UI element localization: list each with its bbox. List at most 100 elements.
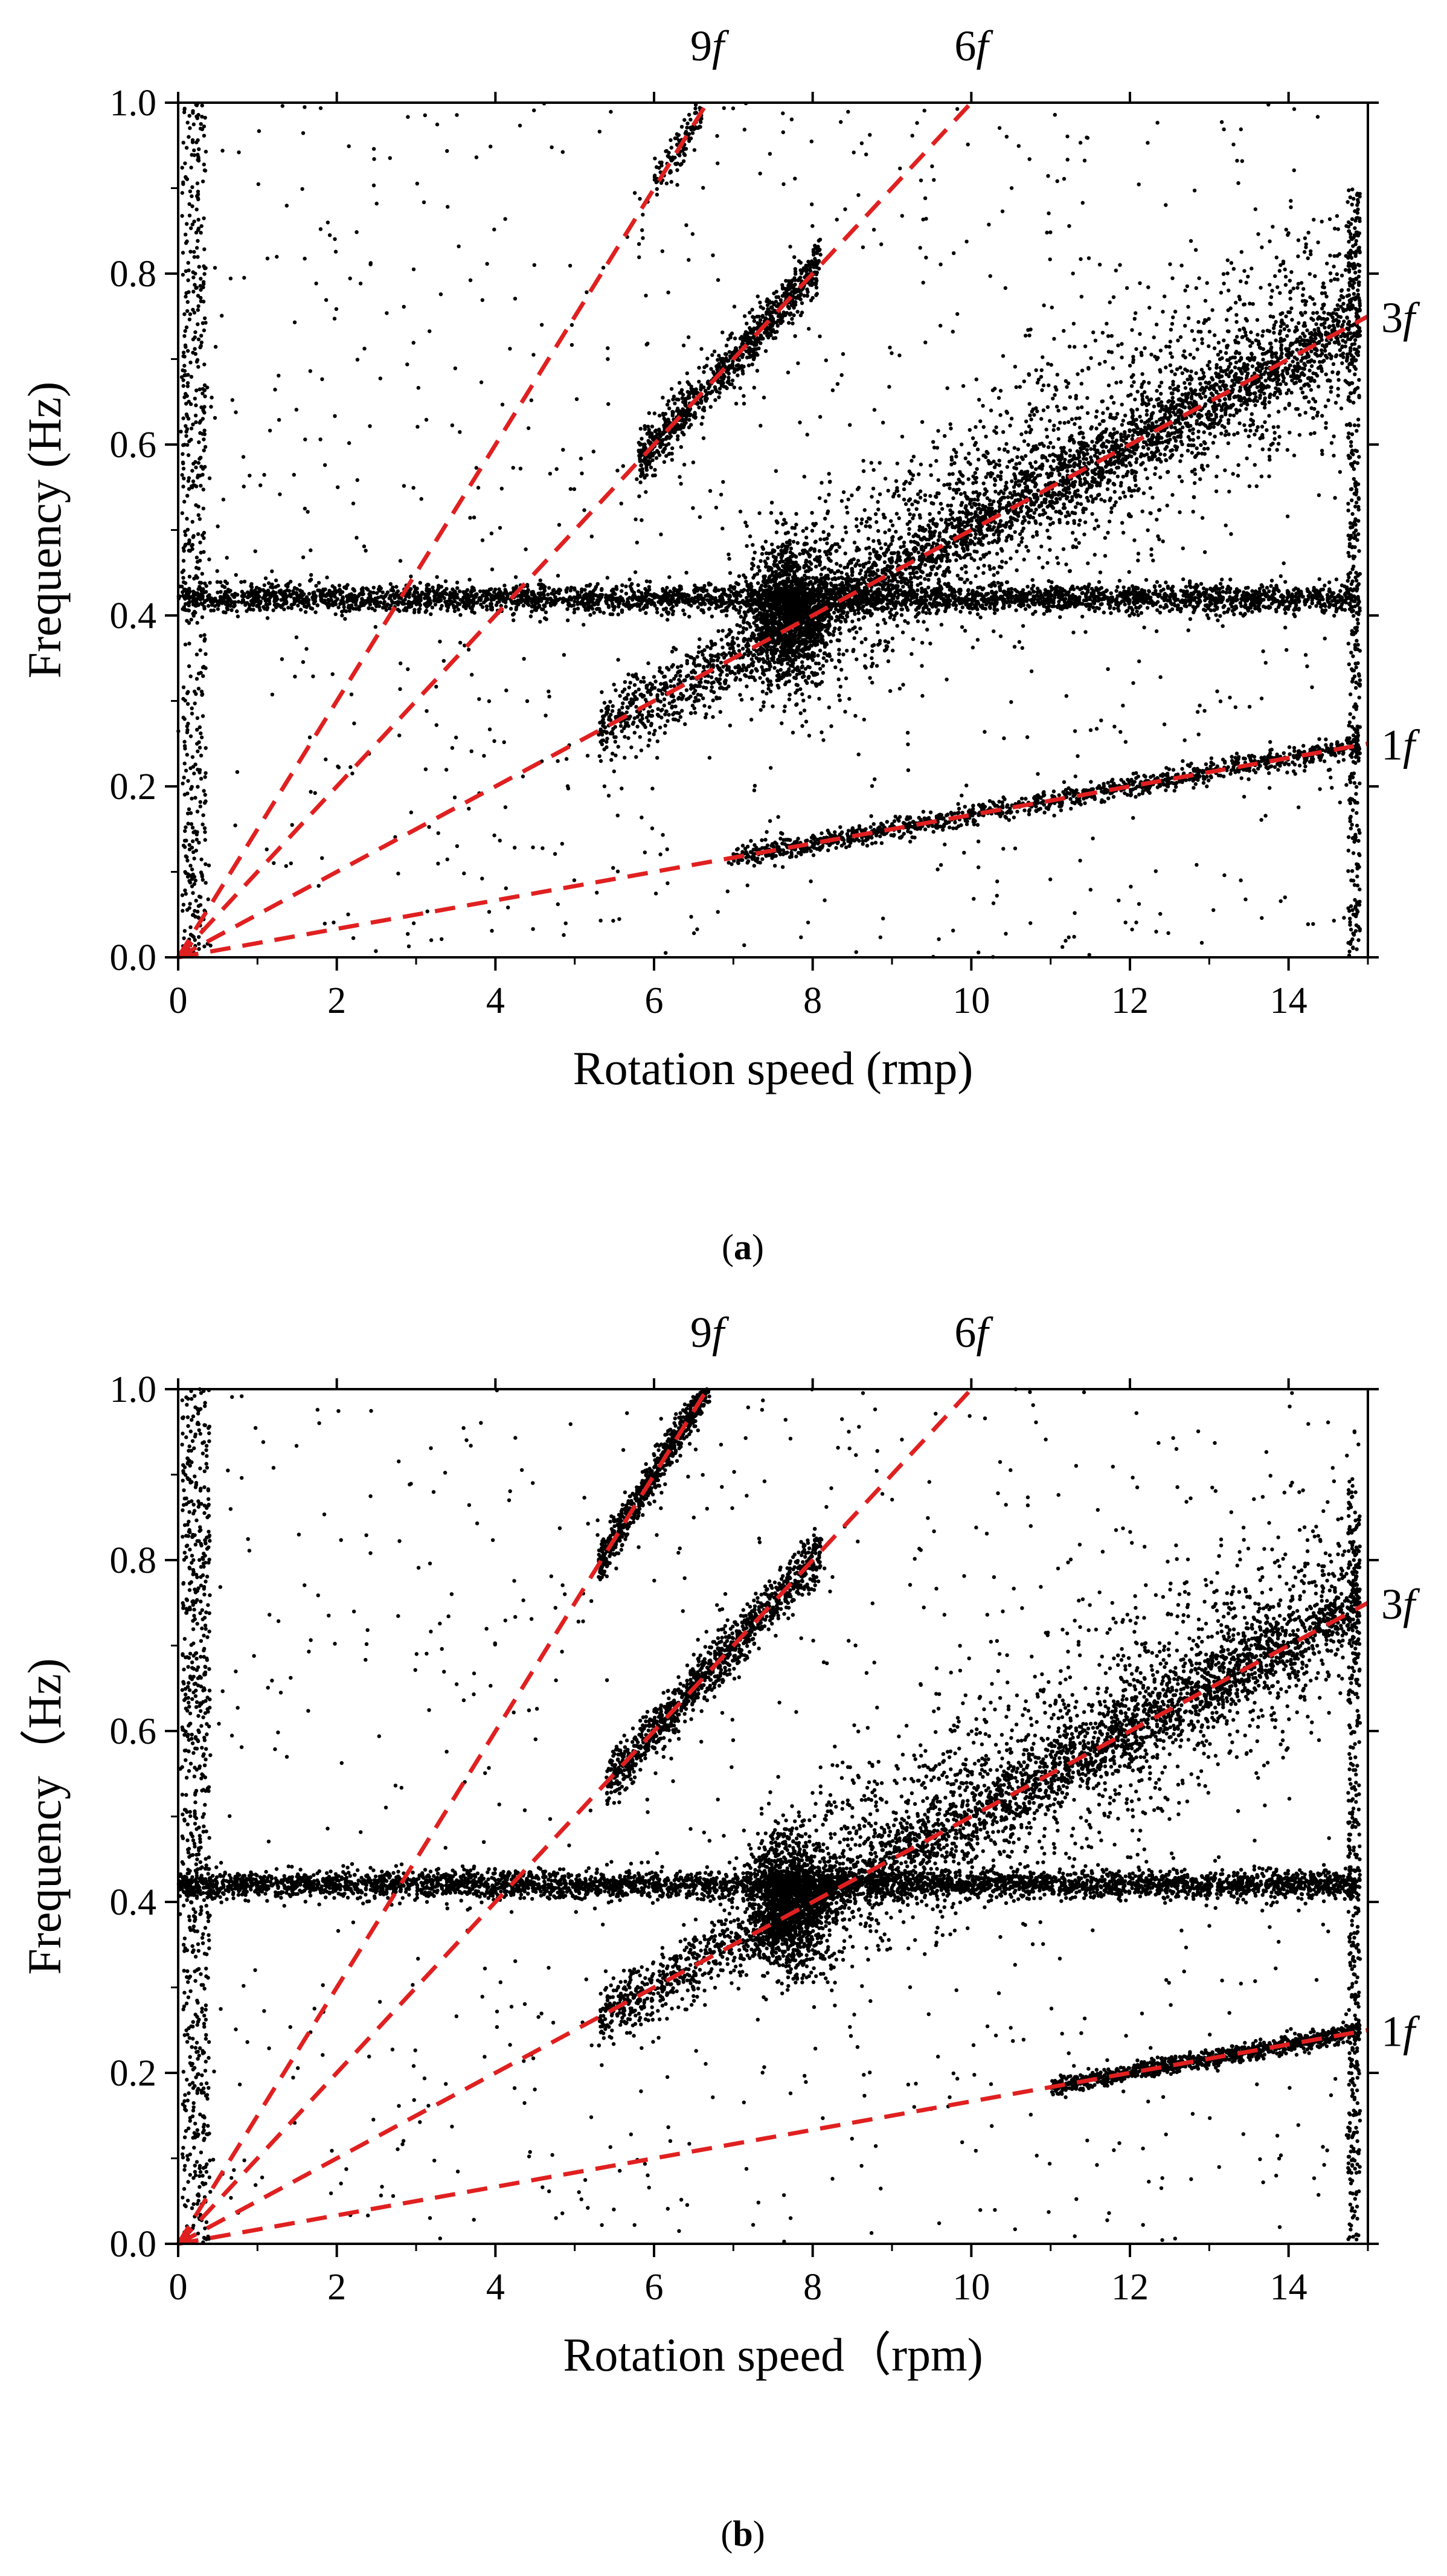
data-point-constant-0.42Hz-band	[440, 603, 444, 608]
data-point-constant-0.42Hz-band	[1030, 586, 1034, 591]
data-point-constant-0.42Hz-band	[218, 595, 223, 599]
data-point-constant-0.42Hz-band	[184, 592, 188, 597]
data-point-constant-0.42Hz-band	[951, 587, 956, 592]
data-point-hub-7.7rpm	[806, 664, 810, 669]
data-point-constant-0.42Hz-band	[530, 593, 534, 597]
data-point-constant-0.42Hz-band	[1028, 598, 1033, 602]
data-point-constant-0.42Hz-band	[528, 614, 533, 618]
data-point-constant-0.42Hz-band	[568, 588, 573, 593]
data-point-hub-7.7rpm	[739, 698, 744, 702]
data-point-constant-0.42Hz-band	[1042, 602, 1047, 606]
data-point-hub-7.7rpm	[754, 618, 759, 623]
data-point-hub-7.7rpm	[791, 539, 796, 544]
data-point-constant-0.42Hz-band	[367, 606, 371, 611]
data-point-constant-0.42Hz-band	[1272, 586, 1276, 591]
data-point-constant-0.42Hz-band	[1191, 605, 1195, 609]
data-point-constant-0.42Hz-band	[1321, 597, 1325, 602]
data-point-constant-0.42Hz-band	[960, 625, 964, 629]
data-point-constant-0.42Hz-band	[389, 588, 393, 593]
data-point-constant-0.42Hz-band	[739, 615, 743, 619]
data-point-constant-0.42Hz-band	[274, 585, 278, 589]
data-point-constant-0.42Hz-band	[242, 594, 246, 599]
data-point-hub-7.7rpm	[800, 664, 805, 669]
data-point-constant-0.42Hz-band	[431, 585, 435, 589]
data-point-hub-7.7rpm	[792, 675, 797, 680]
data-point-constant-0.42Hz-band	[254, 585, 259, 590]
data-point-hub-7.7rpm	[751, 564, 756, 568]
data-point-constant-0.42Hz-band	[1184, 585, 1189, 589]
data-point-constant-0.42Hz-band	[544, 610, 548, 614]
data-point-hub-7.7rpm	[804, 526, 809, 530]
data-point-constant-0.42Hz-band	[196, 592, 200, 596]
data-point-constant-0.42Hz-band	[236, 600, 241, 604]
data-point-hub-7.7rpm	[763, 584, 768, 588]
data-point-hub-7.7rpm	[772, 575, 777, 579]
data-point-constant-0.42Hz-band	[1047, 590, 1051, 595]
data-point-constant-0.42Hz-band	[531, 597, 535, 602]
data-point-constant-0.42Hz-band	[1031, 583, 1036, 588]
data-point-hub-7.7rpm	[779, 622, 783, 627]
data-point-hub-7.7rpm	[800, 660, 804, 664]
data-point-constant-0.42Hz-band	[581, 603, 585, 607]
data-point-hub-7.7rpm	[766, 599, 771, 603]
data-point-hub-7.7rpm	[825, 588, 830, 592]
data-point-constant-0.42Hz-band	[371, 585, 376, 590]
data-point-hub-7.7rpm	[804, 535, 809, 540]
data-point-constant-0.42Hz-band	[1246, 606, 1250, 610]
data-point-constant-0.42Hz-band	[1125, 608, 1130, 613]
data-point-constant-0.42Hz-band	[275, 602, 280, 606]
data-point-constant-0.42Hz-band	[435, 599, 440, 603]
data-point-constant-0.42Hz-band	[696, 597, 701, 602]
data-point-constant-0.42Hz-band	[1102, 610, 1106, 615]
data-point-constant-0.42Hz-band	[1035, 586, 1040, 591]
data-point-hub-7.7rpm	[740, 646, 745, 651]
data-point-constant-0.42Hz-band	[458, 602, 462, 606]
data-point-constant-0.42Hz-band	[190, 595, 194, 599]
data-point-constant-0.42Hz-band	[1001, 606, 1005, 610]
data-point-constant-0.42Hz-band	[455, 580, 460, 585]
data-point-constant-0.42Hz-band	[234, 592, 238, 597]
data-point-constant-0.42Hz-band	[630, 582, 634, 586]
data-point-constant-0.42Hz-band	[644, 611, 648, 615]
data-point-constant-0.42Hz-band	[709, 595, 713, 600]
data-point-constant-0.42Hz-band	[722, 587, 727, 592]
data-point-constant-0.42Hz-band	[315, 603, 319, 608]
data-point-hub-7.7rpm	[745, 599, 749, 603]
data-point-constant-0.42Hz-band	[928, 611, 932, 615]
data-point-constant-0.42Hz-band	[546, 593, 550, 597]
data-point-hub-7.7rpm	[732, 586, 736, 591]
data-point-constant-0.42Hz-band	[1097, 580, 1102, 584]
data-point-constant-0.42Hz-band	[1327, 580, 1332, 585]
data-point-constant-0.42Hz-band	[693, 583, 697, 588]
data-point-hub-7.7rpm	[759, 708, 763, 712]
data-point-constant-0.42Hz-band	[257, 600, 261, 605]
data-point-constant-0.42Hz-band	[1017, 603, 1021, 607]
data-point-constant-0.42Hz-band	[1092, 609, 1097, 613]
data-point-constant-0.42Hz-band	[1020, 594, 1025, 599]
data-point-constant-0.42Hz-band	[1211, 597, 1216, 602]
data-point-constant-0.42Hz-band	[418, 603, 422, 607]
data-point-constant-0.42Hz-band	[1192, 598, 1196, 602]
data-point-hub-7.7rpm	[774, 622, 778, 626]
data-point-constant-0.42Hz-band	[1164, 605, 1169, 609]
data-point-constant-0.42Hz-band	[1087, 607, 1091, 611]
data-point-constant-0.42Hz-band	[362, 602, 366, 607]
data-point-hub-7.7rpm	[735, 636, 740, 641]
data-point-constant-0.42Hz-band	[643, 586, 647, 591]
data-point-constant-0.42Hz-band	[494, 603, 499, 607]
data-point-constant-0.42Hz-band	[443, 579, 448, 583]
data-point-constant-0.42Hz-band	[987, 605, 992, 609]
data-point-constant-0.42Hz-band	[548, 603, 553, 608]
data-point-hub-7.7rpm	[780, 573, 784, 577]
data-point-constant-0.42Hz-band	[467, 577, 472, 582]
data-point-hub-7.7rpm	[809, 656, 813, 660]
data-point-constant-0.42Hz-band	[489, 604, 493, 608]
data-point-constant-0.42Hz-band	[452, 606, 457, 610]
data-point-constant-0.42Hz-band	[1056, 605, 1060, 609]
data-point-hub-7.7rpm	[838, 631, 842, 635]
data-point-hub-7.7rpm	[765, 654, 769, 658]
data-point-constant-0.42Hz-band	[1077, 600, 1082, 605]
data-point-hub-7.7rpm	[808, 548, 812, 552]
data-point-constant-0.42Hz-band	[992, 591, 996, 596]
data-point-constant-0.42Hz-band	[1100, 597, 1105, 602]
